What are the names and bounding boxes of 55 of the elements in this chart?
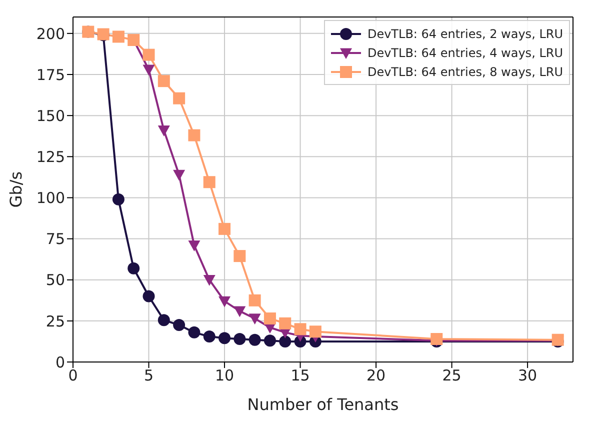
x-tick-label: 15 [290,366,310,385]
point [158,126,170,136]
point [158,314,170,326]
point [142,64,155,76]
point [248,294,261,306]
point [218,296,231,308]
legend-label: DevTLB: 64 entries, 8 ways, LRU [367,64,563,78]
y-tick-label: 200 [36,24,65,43]
point [279,335,292,348]
point [234,333,246,345]
point [173,170,186,181]
y-tick-label: 0 [55,353,65,372]
point [158,75,170,88]
point [264,312,276,324]
point [234,306,246,318]
point [234,250,246,262]
x-tick-label: 0 [68,366,78,385]
point [203,275,216,286]
x-tick-label: 30 [518,366,538,385]
point [294,323,306,336]
point [218,222,231,235]
point [279,317,292,330]
point [203,176,216,188]
point [188,326,200,338]
y-tick-label: 125 [36,148,65,166]
legend-label: DevTLB: 64 entries, 4 ways, LRU [367,46,563,60]
legend-label: DevTLB: 64 entries, 2 ways, LRU [367,26,563,40]
point [248,334,261,346]
x-axis-title: Number of Tenants [247,395,399,414]
x-tick-label: 20 [366,366,386,385]
point [173,319,186,332]
x-tick-label: 10 [214,366,234,385]
y-tick-label: 50 [46,271,65,290]
y-tick-label: 75 [46,230,65,248]
point [188,129,200,142]
point [142,290,155,302]
point [218,332,231,344]
point [430,333,443,345]
x-tick-label: 5 [144,366,154,385]
y-tick-label: 175 [36,66,65,84]
x-tick-label: 25 [442,366,462,385]
y-tick-label: 25 [46,312,65,330]
y-tick-label: 150 [36,106,65,125]
point [203,330,216,343]
point [248,314,261,324]
point [264,334,276,347]
point [112,30,124,43]
point [188,240,200,252]
y-tick-label: 100 [36,189,65,208]
point [128,262,140,274]
point [309,326,322,338]
point [173,92,186,104]
point [142,48,155,61]
point [112,193,124,206]
y-axis-title: Gb/s [6,171,26,208]
